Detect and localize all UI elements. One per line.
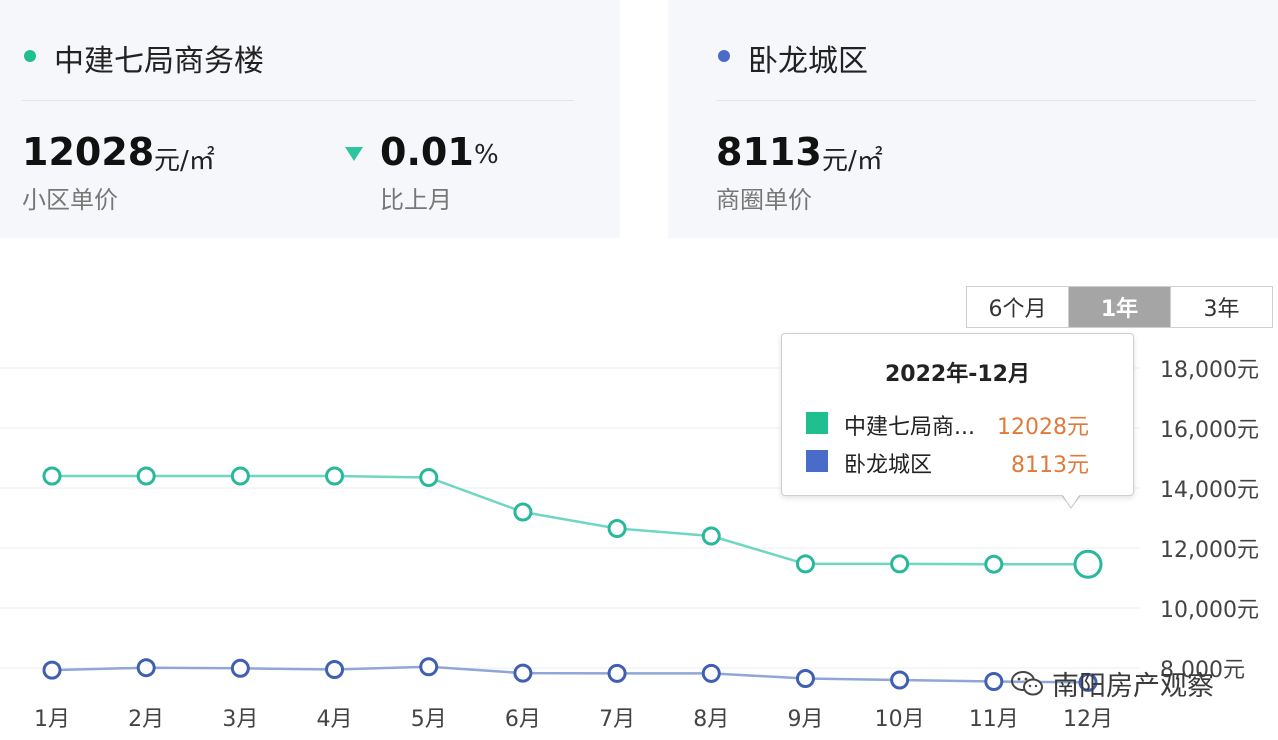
- card-divider: [716, 100, 1256, 101]
- x-tick-label: 9月: [787, 707, 823, 732]
- district-price-line: [51, 665, 1089, 684]
- chart-tooltip: 2022年-12月 中建七局商... 12028元 卧龙城区 8113元: [781, 333, 1134, 496]
- y-tick-label: 16,000元: [1160, 418, 1259, 443]
- community-point: [795, 554, 815, 574]
- district-point: [513, 663, 533, 683]
- community-price-line: [52, 474, 1088, 566]
- y-tick-label: 8,000元: [1160, 658, 1245, 683]
- district-price-unit: 元/㎡: [822, 146, 883, 176]
- time-range-selector: 6个月 1年 3年: [966, 286, 1273, 328]
- district-point: [136, 658, 156, 678]
- month-change-label: 比上月: [380, 186, 452, 214]
- tooltip-series-value: 12028元: [997, 415, 1089, 440]
- x-tick-label: 11月: [969, 707, 1019, 732]
- x-tick-label: 1月: [34, 707, 70, 732]
- x-axis-ticks: 1月 2月 3月 4月 5月 6月 7月 8月 9月 10月 11月 12月: [34, 707, 1113, 732]
- community-point: [42, 466, 62, 486]
- x-tick-label: 6月: [505, 707, 541, 732]
- x-tick-label: 3月: [222, 707, 258, 732]
- community-price-unit: 元/㎡: [154, 146, 215, 176]
- community-name: 中建七局商务楼: [54, 44, 264, 79]
- community-point: [984, 554, 1004, 574]
- community-point: [607, 519, 627, 538]
- district-point: [1078, 672, 1098, 692]
- range-1-year-button[interactable]: 1年: [1069, 287, 1171, 327]
- month-change-unit: %: [474, 140, 499, 170]
- community-price: 12028: [22, 130, 155, 174]
- x-tick-label: 8月: [693, 707, 729, 732]
- district-name: 卧龙城区: [748, 44, 868, 79]
- community-point: [136, 466, 156, 486]
- district-price: 8113: [716, 130, 822, 174]
- tooltip-series-name: 卧龙城区: [844, 453, 933, 478]
- community-summary-card: 中建七局商务楼 12028 元/㎡ 小区单价 0.01 % 比上月: [0, 0, 620, 238]
- x-tick-label: 10月: [875, 707, 925, 732]
- watermark-text: 南阳房产观察: [1052, 671, 1214, 702]
- range-6-months-button[interactable]: 6个月: [967, 287, 1069, 327]
- x-tick-label: 4月: [317, 707, 353, 732]
- district-point: [230, 658, 250, 678]
- x-tick-label: 2月: [128, 707, 164, 732]
- wechat-icon: [1011, 670, 1043, 695]
- district-summary-card: 卧龙城区 8113 元/㎡ 商圈单价: [668, 0, 1278, 238]
- y-axis-ticks: 8,000元 10,000元 12,000元 14,000元 16,000元 18,000…: [1160, 358, 1259, 683]
- community-point: [513, 502, 533, 522]
- community-point: [701, 526, 721, 546]
- y-tick-label: 18,000元: [1160, 358, 1259, 383]
- tooltip-series-name: 中建七局商...: [844, 415, 975, 440]
- y-tick-label: 14,000元: [1160, 478, 1259, 503]
- decrease-triangle-icon: [345, 147, 363, 161]
- district-point: [701, 663, 721, 683]
- card-divider: [22, 100, 574, 101]
- watermark: 南阳房产观察: [1010, 664, 1214, 703]
- community-point: [419, 468, 439, 487]
- tooltip-title: 2022年-12月: [885, 362, 1030, 387]
- community-dot-icon: [24, 50, 36, 62]
- district-point: [325, 660, 345, 679]
- range-3-years-button[interactable]: 3年: [1203, 297, 1240, 322]
- month-change-value: 0.01: [380, 130, 474, 174]
- district-point: [984, 672, 1004, 691]
- x-tick-label: 12月: [1063, 707, 1113, 732]
- community-point: [890, 554, 910, 574]
- district-point: [42, 660, 62, 680]
- community-point: [1073, 549, 1103, 579]
- chart-series: [42, 466, 1103, 692]
- district-price-label: 商圈单价: [716, 186, 812, 214]
- community-point: [325, 466, 345, 486]
- x-tick-label: 7月: [599, 707, 635, 732]
- district-point: [419, 657, 439, 677]
- y-tick-label: 12,000元: [1160, 538, 1259, 563]
- y-tick-label: 10,000元: [1160, 598, 1259, 623]
- district-point: [607, 663, 627, 683]
- community-point: [230, 466, 250, 486]
- district-dot-icon: [718, 50, 730, 62]
- tooltip-series-value: 8113元: [1011, 453, 1089, 478]
- tooltip-swatch-community: [806, 412, 828, 434]
- tooltip-swatch-district: [806, 450, 828, 472]
- district-point: [890, 670, 910, 690]
- district-point: [795, 669, 815, 688]
- tooltip-pointer-fill: [1062, 494, 1080, 507]
- community-price-label: 小区单价: [22, 186, 118, 214]
- x-tick-label: 5月: [411, 707, 447, 732]
